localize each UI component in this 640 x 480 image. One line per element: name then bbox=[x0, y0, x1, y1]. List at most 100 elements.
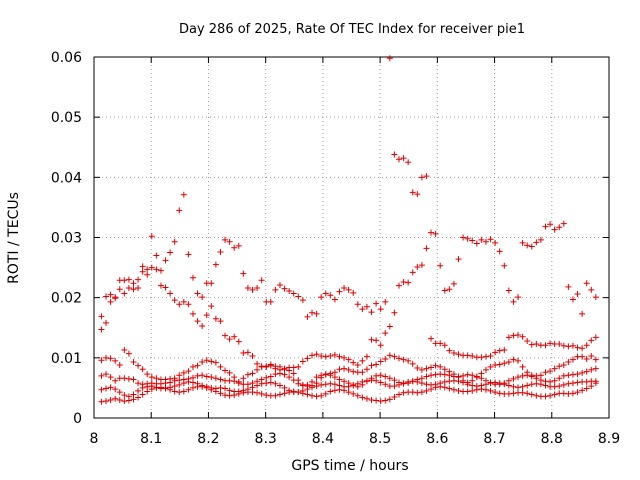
data-point-marker bbox=[455, 351, 462, 358]
data-point-marker bbox=[492, 349, 499, 356]
data-point-marker bbox=[208, 358, 215, 365]
data-point-marker bbox=[524, 242, 531, 249]
data-point-marker bbox=[400, 155, 407, 162]
data-point-marker bbox=[450, 280, 457, 287]
data-point-marker bbox=[199, 372, 206, 379]
data-point-marker bbox=[98, 313, 105, 320]
data-point-marker bbox=[135, 276, 142, 283]
x-tick-label: 8.6 bbox=[426, 431, 448, 447]
data-point-marker bbox=[446, 286, 453, 293]
data-point-marker bbox=[341, 378, 348, 385]
data-point-marker bbox=[542, 393, 549, 400]
data-point-marker bbox=[382, 373, 389, 380]
data-point-marker bbox=[139, 384, 146, 391]
data-point-marker bbox=[386, 396, 393, 403]
data-point-marker bbox=[208, 386, 215, 393]
data-point-marker bbox=[579, 353, 586, 360]
data-point-marker bbox=[290, 388, 297, 395]
data-point-marker bbox=[560, 372, 567, 379]
data-point-marker bbox=[217, 376, 224, 383]
data-point-marker bbox=[185, 251, 192, 258]
data-point-marker bbox=[249, 389, 256, 396]
data-point-marker bbox=[199, 383, 206, 390]
x-tick-label: 8.9 bbox=[598, 431, 620, 447]
data-point-marker bbox=[171, 383, 178, 390]
data-point-marker bbox=[428, 335, 435, 342]
data-point-marker bbox=[199, 294, 206, 301]
data-point-marker bbox=[318, 294, 325, 301]
data-point-marker bbox=[286, 367, 293, 374]
data-point-marker bbox=[519, 333, 526, 340]
data-point-marker bbox=[244, 371, 251, 378]
data-point-marker bbox=[235, 242, 242, 249]
data-point-marker bbox=[171, 377, 178, 384]
data-point-marker bbox=[263, 380, 270, 387]
data-point-marker bbox=[267, 373, 274, 380]
data-point-marker bbox=[565, 359, 572, 366]
data-point-marker bbox=[409, 189, 416, 196]
data-point-marker bbox=[418, 366, 425, 373]
data-point-marker bbox=[272, 286, 279, 293]
data-point-marker bbox=[171, 238, 178, 245]
y-tick-label: 0.04 bbox=[51, 170, 82, 186]
data-point-marker bbox=[98, 386, 105, 393]
data-point-marker bbox=[560, 220, 567, 227]
data-point-marker bbox=[203, 384, 210, 391]
data-point-marker bbox=[450, 386, 457, 393]
data-point-marker bbox=[263, 392, 270, 399]
data-point-marker bbox=[176, 207, 183, 214]
data-point-marker bbox=[469, 387, 476, 394]
data-point-marker bbox=[176, 389, 183, 396]
data-point-marker bbox=[583, 378, 590, 385]
data-point-marker bbox=[162, 284, 169, 291]
data-point-marker bbox=[400, 380, 407, 387]
data-point-marker bbox=[125, 397, 132, 404]
data-point-marker bbox=[116, 362, 123, 369]
y-tick-label: 0 bbox=[73, 411, 82, 427]
data-point-marker bbox=[441, 287, 448, 294]
data-point-marker bbox=[363, 366, 370, 373]
data-point-marker bbox=[556, 363, 563, 370]
tick-labels: 8 8.1 8.2 8.3 8.4 8.5 8.6 8.7 8.8 8.9 0 0.01 0.02 0.0… bbox=[51, 50, 620, 447]
data-point-marker bbox=[496, 248, 503, 255]
data-point-marker bbox=[588, 337, 595, 344]
data-point-marker bbox=[482, 238, 489, 245]
data-point-marker bbox=[135, 387, 142, 394]
data-point-marker bbox=[377, 306, 384, 313]
data-point-marker bbox=[437, 340, 444, 347]
data-point-marker bbox=[240, 375, 247, 382]
data-point-marker bbox=[492, 239, 499, 246]
data-point-marker bbox=[556, 375, 563, 382]
data-point-marker bbox=[153, 266, 160, 273]
data-point-marker bbox=[167, 386, 174, 393]
data-point-marker bbox=[505, 382, 512, 389]
data-point-marker bbox=[542, 382, 549, 389]
data-point-marker bbox=[244, 285, 251, 292]
data-point-marker bbox=[505, 334, 512, 341]
data-point-marker bbox=[460, 372, 467, 379]
data-point-marker bbox=[309, 309, 316, 316]
data-point-marker bbox=[363, 377, 370, 384]
data-point-marker bbox=[98, 398, 105, 405]
data-point-marker bbox=[116, 286, 123, 293]
data-point-marker bbox=[130, 286, 137, 293]
data-point-marker bbox=[574, 344, 581, 351]
data-point-marker bbox=[290, 370, 297, 377]
data-point-marker bbox=[235, 380, 242, 387]
data-point-marker bbox=[290, 290, 297, 297]
data-point-marker bbox=[473, 386, 480, 393]
data-point-marker bbox=[222, 332, 229, 339]
data-point-marker bbox=[395, 391, 402, 398]
data-point-marker bbox=[432, 230, 439, 237]
data-point-marker bbox=[437, 363, 444, 370]
plot-frame bbox=[93, 56, 610, 419]
data-point-marker bbox=[350, 390, 357, 397]
data-point-marker bbox=[304, 313, 311, 320]
data-point-marker bbox=[551, 383, 558, 390]
data-point-marker bbox=[194, 318, 201, 325]
data-point-marker bbox=[189, 274, 196, 281]
data-point-marker bbox=[487, 353, 494, 360]
data-point-marker bbox=[185, 301, 192, 308]
data-point-marker bbox=[432, 371, 439, 378]
data-point-marker bbox=[377, 342, 384, 349]
